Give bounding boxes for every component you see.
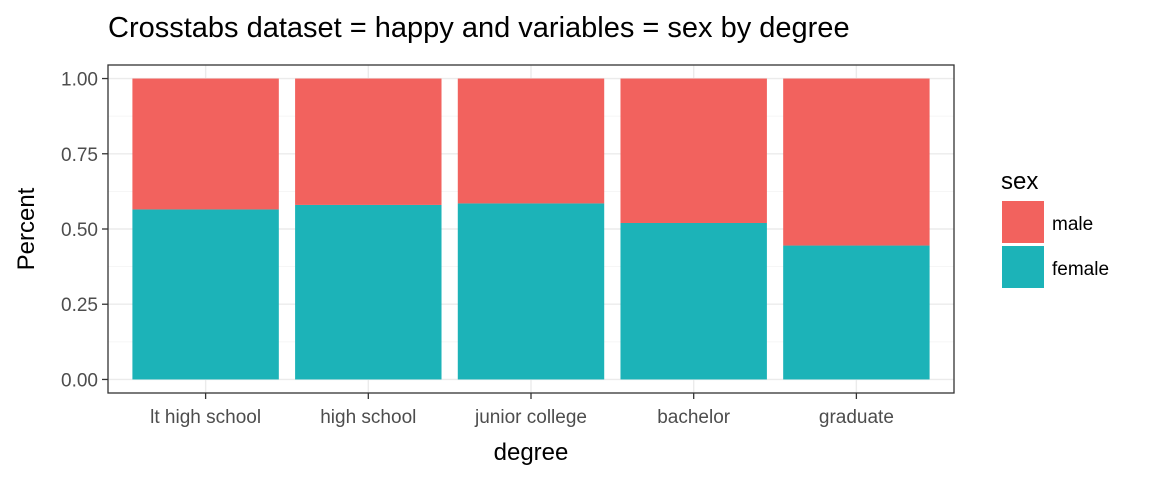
x-tick-label: bachelor — [657, 407, 731, 428]
bar-male — [620, 78, 767, 223]
bar-female — [295, 204, 442, 380]
x-axis: lt high school high school junior college b… — [150, 393, 894, 428]
x-tick-label: graduate — [819, 407, 894, 428]
y-tick-label: 0.75 — [61, 145, 98, 166]
bar-male — [457, 78, 605, 204]
bar-male — [783, 78, 930, 246]
bars — [132, 78, 930, 380]
legend-swatch-female — [1002, 246, 1044, 288]
bar-male — [132, 78, 279, 210]
x-tick-label: junior college — [474, 407, 587, 428]
y-tick-label: 1.00 — [61, 70, 98, 91]
legend: sex male female — [1001, 168, 1109, 288]
bar-female — [457, 203, 605, 380]
y-axis-title: Percent — [13, 187, 40, 270]
legend-title: sex — [1001, 168, 1038, 195]
y-tick-label: 0.25 — [61, 295, 98, 316]
x-tick-label: high school — [320, 407, 416, 428]
legend-label-female: female — [1052, 259, 1109, 280]
chart-title: Crosstabs dataset = happy and variables … — [108, 12, 850, 44]
bar-female — [620, 222, 767, 380]
bar-female — [783, 245, 930, 380]
legend-label-male: male — [1052, 214, 1093, 235]
x-tick-label: lt high school — [150, 407, 261, 428]
y-axis: 0.00 0.25 0.50 0.75 1.00 — [61, 70, 108, 391]
legend-swatch-male — [1002, 201, 1044, 243]
x-axis-title: degree — [494, 439, 569, 466]
bar-male — [295, 78, 442, 205]
y-tick-label: 0.50 — [61, 220, 98, 241]
bar-female — [132, 209, 279, 380]
y-tick-label: 0.00 — [61, 370, 98, 391]
